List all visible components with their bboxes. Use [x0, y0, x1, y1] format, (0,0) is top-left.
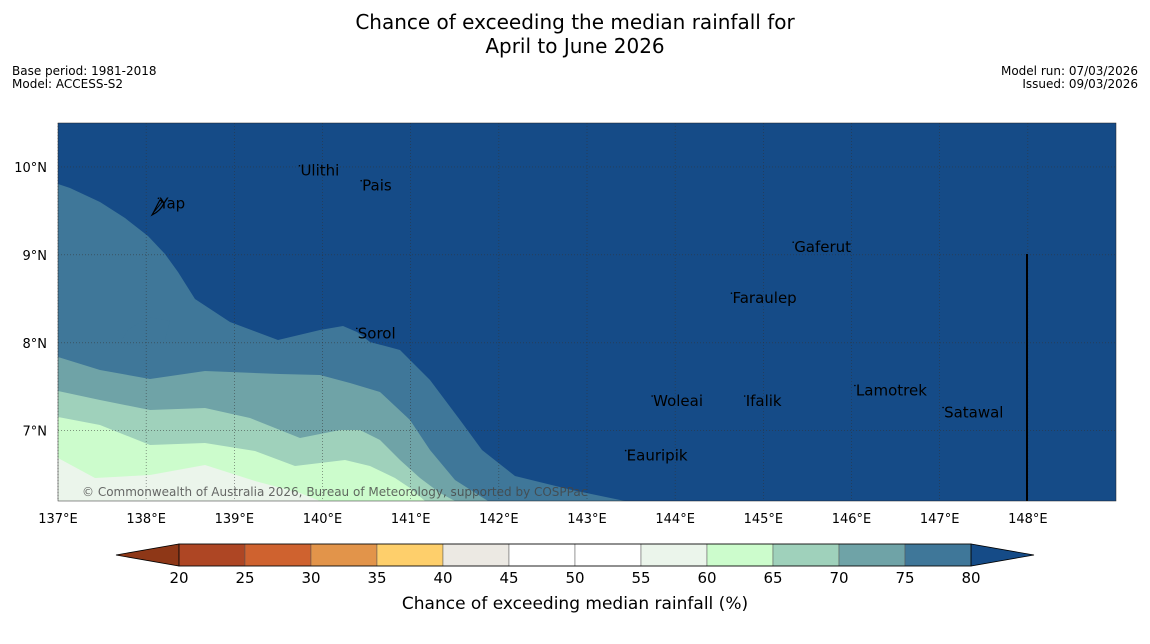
region-55-60	[58, 458, 320, 501]
island-marker	[360, 179, 362, 182]
longitude-tick-label: 143°E	[567, 512, 607, 527]
colorbar-tick-label: 70	[829, 569, 848, 587]
metadata-left: Base period: 1981-2018 Model: ACCESS-S2	[12, 65, 157, 91]
colorbar-tick-label: 30	[301, 569, 320, 587]
place-label-faraulep: Faraulep	[732, 289, 796, 307]
longitude-tick-label: 144°E	[655, 512, 695, 527]
longitude-tick-label: 146°E	[832, 512, 872, 527]
place-label-woleai: Woleai	[653, 392, 703, 410]
colorbar-tick-label: 55	[631, 569, 650, 587]
latitude-tick-label: 7°N	[23, 425, 48, 440]
colorbar: 20 25 30 35 40 45 50 55 60 65 70 75 80	[115, 543, 1035, 587]
place-label-gaferut: Gaferut	[794, 238, 851, 256]
copyright-text: © Commonwealth of Australia 2026, Bureau…	[82, 485, 587, 499]
colorbar-tick-label: 45	[499, 569, 518, 587]
colorbar-under-extension	[115, 543, 180, 567]
longitude-tick-label: 137°E	[38, 512, 78, 527]
colorbar-tick-label: 80	[961, 569, 980, 587]
latitude-tick-label: 10°N	[14, 161, 47, 176]
latitude-tick-label: 8°N	[23, 337, 48, 352]
longitude-tick-label: 140°E	[303, 512, 343, 527]
map-title-line-1: Chance of exceeding the median rainfall …	[355, 10, 795, 34]
metadata-right: Model run: 07/03/2026 Issued: 09/03/2026	[1001, 65, 1138, 91]
colorbar-segment	[508, 543, 576, 567]
colorbar-tick-label: 35	[367, 569, 386, 587]
island-marker	[651, 395, 653, 397]
model-text: Model: ACCESS-S2	[12, 77, 124, 91]
issued-text: Issued: 09/03/2026	[1022, 77, 1138, 91]
place-label-lamotrek: Lamotrek	[856, 382, 927, 400]
place-label-pais: Pais	[362, 177, 392, 195]
colorbar-segment	[772, 543, 840, 567]
island-marker	[792, 241, 794, 244]
island-marker	[624, 449, 627, 452]
yap-island-icon	[150, 199, 165, 217]
latitude-tick-labels: 7°N 8°N 9°N 10°N	[14, 161, 47, 440]
place-label-ifalik: Ifalik	[746, 392, 782, 410]
longitude-tick-label: 148°E	[1008, 512, 1048, 527]
colorbar-segment	[640, 543, 708, 567]
place-label-eauripik: Eauripik	[627, 447, 688, 465]
colorbar-tick-label: 50	[565, 569, 584, 587]
longitude-tick-label: 139°E	[215, 512, 255, 527]
island-marker	[730, 292, 733, 295]
longitude-tick-label: 142°E	[479, 512, 519, 527]
island-marker	[942, 406, 944, 409]
colorbar-tick-label: 75	[895, 569, 914, 587]
island-marker	[854, 384, 856, 387]
colorbar-segment	[244, 543, 312, 567]
colorbar-segment	[706, 543, 774, 567]
colorbar-tick-label: 40	[433, 569, 452, 587]
place-label-ulithi: Ulithi	[300, 162, 339, 180]
colorbar-segment	[442, 543, 510, 567]
colorbar-tick-label: 60	[697, 569, 716, 587]
colorbar-tick-label: 20	[169, 569, 188, 587]
colorbar-frame	[178, 543, 972, 567]
island-marker	[157, 197, 160, 200]
colorbar-segment	[178, 543, 246, 567]
longitude-tick-label: 141°E	[391, 512, 431, 527]
place-label-yap: Yap	[158, 194, 185, 212]
longitude-tick-label: 145°E	[744, 512, 784, 527]
latitude-tick-label: 9°N	[23, 249, 48, 264]
island-marker	[743, 395, 746, 397]
colorbar-tick-label: 65	[763, 569, 782, 587]
colorbar-tick-label: 25	[235, 569, 254, 587]
colorbar-segment	[310, 543, 378, 567]
model-run-text: Model run: 07/03/2026	[1000, 64, 1138, 78]
region-75-80-patch	[120, 317, 170, 347]
colorbar-segment	[376, 543, 444, 567]
colorbar-segment	[904, 543, 972, 567]
longitude-tick-label: 147°E	[920, 512, 960, 527]
place-labels: Ulithi Pais Yap Gaferut Faraulep Sorol Lamotre…	[157, 162, 1003, 465]
map-frame	[57, 122, 1117, 502]
longitude-tick-label: 138°E	[126, 512, 166, 527]
island-marker	[355, 327, 358, 330]
colorbar-label: Chance of exceeding median rainfall (%)	[401, 594, 749, 614]
longitude-tick-labels: 137°E 138°E 139°E 140°E 141°E 142°E 143°E 144°E…	[38, 512, 1047, 527]
island-marker	[298, 164, 301, 167]
map-title-line-2: April to June 2026	[485, 34, 665, 58]
colorbar-segment	[838, 543, 906, 567]
place-label-satawal: Satawal	[944, 403, 1003, 421]
map-panel: Ulithi Pais Yap Gaferut Faraulep Sorol Lamotre…	[57, 122, 1117, 502]
colorbar-over-extension	[970, 543, 1035, 567]
colorbar-segment	[574, 543, 642, 567]
base-period-text: Base period: 1981-2018	[12, 64, 157, 78]
place-label-sorol: Sorol	[358, 324, 396, 342]
